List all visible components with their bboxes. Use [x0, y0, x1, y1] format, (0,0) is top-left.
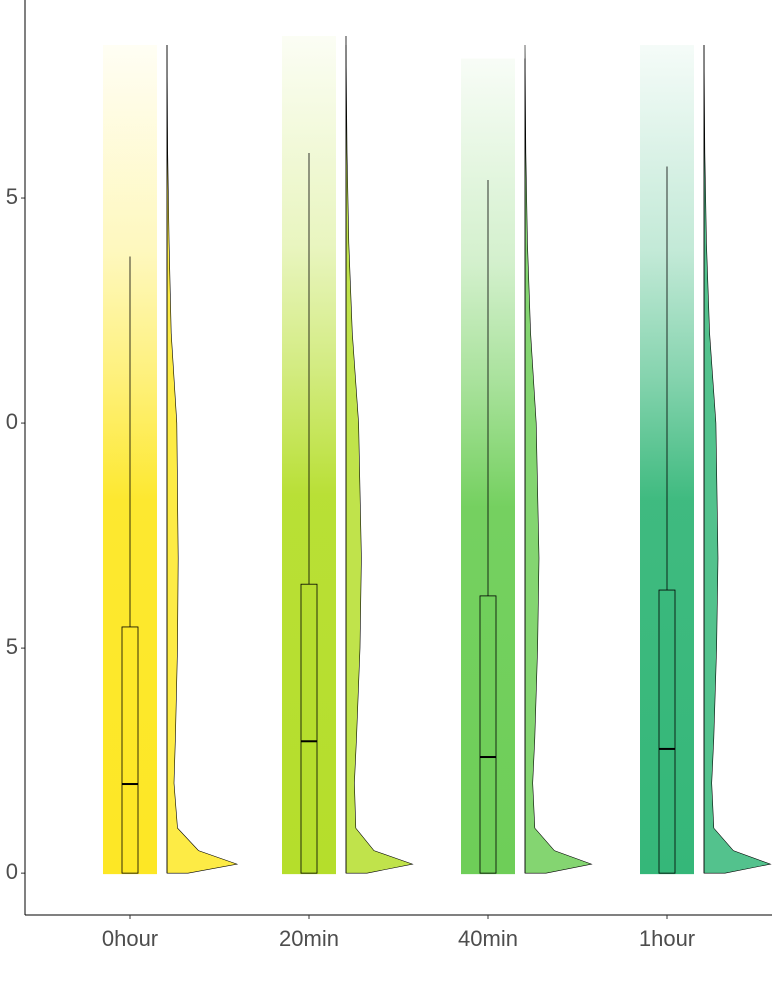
- violin: [345, 45, 414, 874]
- box: [121, 626, 139, 874]
- x-tick-label: 40min: [458, 926, 518, 951]
- legend-label: 40min: [458, 926, 518, 951]
- legend-label: 0hour: [102, 926, 158, 951]
- box: [300, 583, 318, 874]
- violin: [166, 45, 239, 874]
- y-tick-label: 5: [6, 184, 18, 209]
- box: [658, 589, 676, 874]
- x-tick-label: 1hour: [639, 926, 695, 951]
- box: [479, 595, 497, 874]
- violin: [703, 45, 772, 874]
- x-tick-label: 0hour: [102, 926, 158, 951]
- violin: [524, 45, 593, 874]
- y-tick-label: 5: [6, 634, 18, 659]
- y-tick-label: 0: [6, 859, 18, 884]
- legend-label: 1hour: [639, 926, 695, 951]
- x-tick-label: 20min: [279, 926, 339, 951]
- legend-label: 20min: [279, 926, 339, 951]
- y-tick-label: 0: [6, 409, 18, 434]
